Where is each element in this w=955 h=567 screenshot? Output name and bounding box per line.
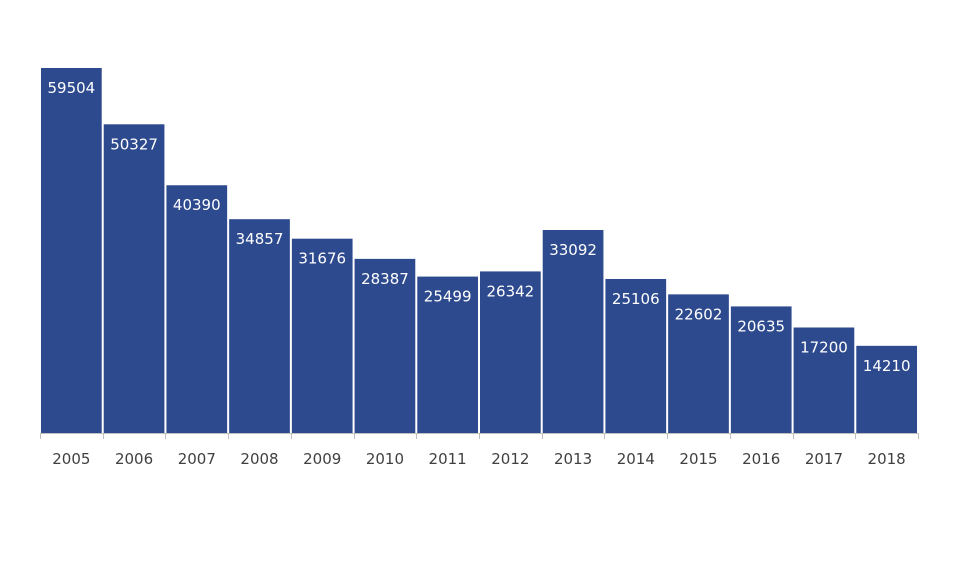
x-tick-label-2006: 2006: [115, 450, 153, 468]
data-label-2006: 50327: [110, 135, 158, 153]
bar-2005: [41, 68, 102, 433]
x-tick-label-2016: 2016: [742, 450, 780, 468]
x-tick-label-2012: 2012: [491, 450, 529, 468]
x-axis-ticks-group: [40, 433, 919, 439]
data-label-2011: 25499: [424, 288, 472, 306]
x-tick-label-2018: 2018: [868, 450, 906, 468]
bar-2007: [166, 185, 228, 433]
bar-2010: [354, 258, 416, 433]
data-label-2015: 22602: [675, 305, 723, 323]
data-label-2013: 33092: [549, 241, 597, 259]
bar-2016: [730, 306, 792, 433]
bars-group: [41, 68, 917, 433]
data-label-2016: 20635: [737, 317, 785, 335]
data-label-2005: 59504: [47, 79, 95, 97]
bar-2018: [856, 345, 917, 433]
x-tick-label-2011: 2011: [429, 450, 467, 468]
bar-2011: [417, 276, 478, 433]
bar-2015: [668, 294, 729, 433]
x-tick-label-2015: 2015: [679, 450, 717, 468]
data-label-2017: 17200: [800, 338, 848, 356]
data-label-2008: 34857: [236, 230, 284, 248]
x-tick-label-2008: 2008: [240, 450, 278, 468]
bar-2014: [605, 278, 667, 433]
data-label-2018: 14210: [863, 357, 911, 375]
data-label-2007: 40390: [173, 196, 221, 214]
bar-2008: [229, 219, 290, 433]
bar-2009: [291, 238, 353, 433]
bar-2006: [103, 124, 165, 433]
x-tick-label-2009: 2009: [303, 450, 341, 468]
x-tick-label-2007: 2007: [178, 450, 216, 468]
bar-2013: [542, 230, 604, 433]
bar-2017: [793, 327, 855, 433]
x-tick-label-2014: 2014: [617, 450, 655, 468]
bar-2012: [480, 271, 541, 433]
x-tick-label-2010: 2010: [366, 450, 404, 468]
data-labels-group: 59504 50327 40390 34857 31676 28387 25499 26342…: [47, 79, 910, 375]
data-label-2009: 31676: [298, 250, 346, 268]
data-label-2010: 28387: [361, 270, 409, 288]
data-label-2014: 25106: [612, 290, 660, 308]
x-axis-tick-labels-group: 2005 2006 2007 2008 2009 2010 2011 2012 2013 2014…: [52, 450, 905, 468]
x-tick-label-2013: 2013: [554, 450, 592, 468]
x-tick-label-2017: 2017: [805, 450, 843, 468]
x-tick-label-2005: 2005: [52, 450, 90, 468]
data-label-2012: 26342: [486, 282, 534, 300]
